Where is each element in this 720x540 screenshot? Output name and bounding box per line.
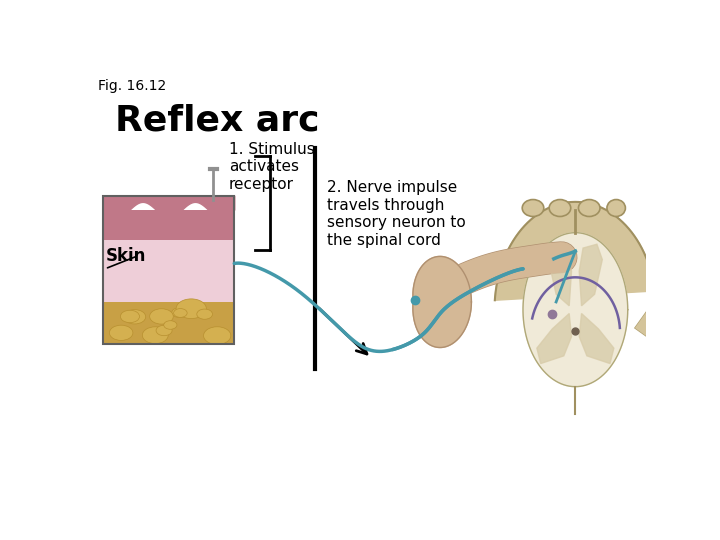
Polygon shape — [523, 233, 628, 387]
Ellipse shape — [204, 327, 231, 345]
Text: Fig. 16.12: Fig. 16.12 — [98, 79, 166, 93]
Polygon shape — [413, 256, 472, 348]
Ellipse shape — [124, 309, 145, 324]
Ellipse shape — [143, 327, 168, 343]
Text: Skin: Skin — [106, 247, 146, 265]
Polygon shape — [549, 244, 572, 306]
Ellipse shape — [172, 308, 187, 318]
Bar — [104, 240, 234, 302]
Bar — [104, 210, 234, 240]
Polygon shape — [537, 314, 572, 363]
Text: Reflex arc: Reflex arc — [115, 103, 320, 137]
Text: 1. Stimulus
activates
receptor: 1. Stimulus activates receptor — [229, 142, 315, 192]
Polygon shape — [579, 244, 603, 306]
Ellipse shape — [607, 200, 626, 217]
Ellipse shape — [578, 200, 600, 217]
Polygon shape — [579, 314, 614, 363]
Ellipse shape — [163, 321, 177, 329]
Ellipse shape — [109, 325, 133, 340]
Ellipse shape — [176, 299, 207, 319]
Ellipse shape — [549, 200, 571, 217]
Text: 2. Nerve impulse
travels through
sensory neuron to
the spinal cord: 2. Nerve impulse travels through sensory… — [327, 180, 465, 247]
Ellipse shape — [156, 325, 172, 336]
Ellipse shape — [120, 310, 140, 322]
Ellipse shape — [522, 200, 544, 217]
Bar — [104, 302, 234, 345]
Ellipse shape — [197, 309, 212, 319]
Bar — [104, 195, 234, 345]
Polygon shape — [495, 202, 655, 300]
Ellipse shape — [150, 309, 174, 324]
Ellipse shape — [174, 308, 187, 318]
